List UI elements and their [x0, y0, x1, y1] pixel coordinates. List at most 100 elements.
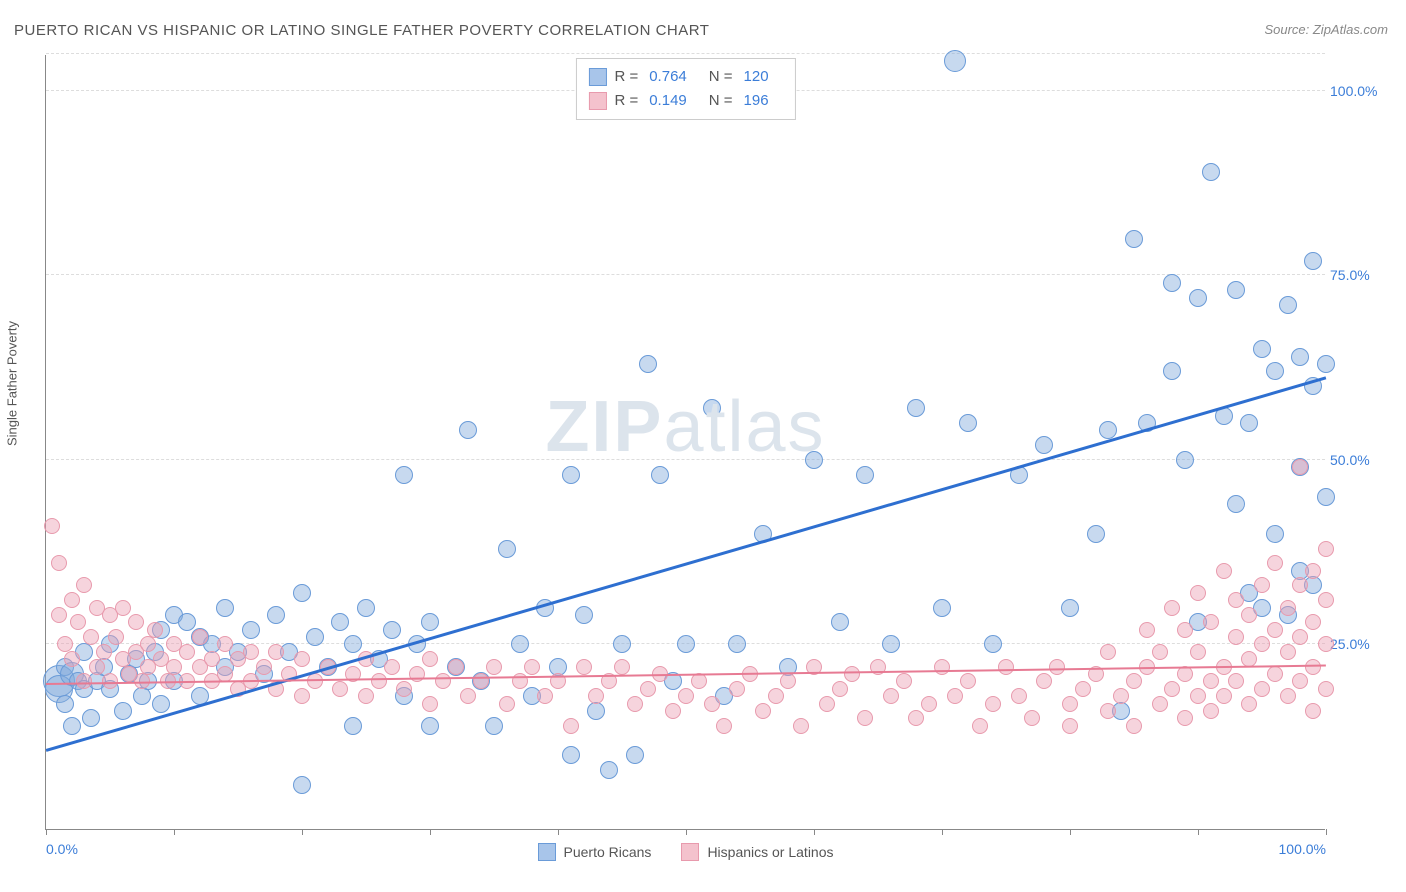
legend-row: R = 0.149 N = 196 [588, 89, 782, 113]
data-point [524, 659, 540, 675]
data-point [64, 592, 80, 608]
data-point [626, 746, 644, 764]
data-point [395, 466, 413, 484]
data-point [588, 688, 604, 704]
data-point [1267, 555, 1283, 571]
data-point [57, 636, 73, 652]
data-point [1318, 636, 1334, 652]
data-point [665, 703, 681, 719]
data-point [499, 696, 515, 712]
data-point [140, 636, 156, 652]
data-point [178, 613, 196, 631]
x-tick [942, 829, 943, 835]
data-point [998, 659, 1014, 675]
data-point [89, 659, 105, 675]
data-point [1317, 488, 1335, 506]
data-point [729, 681, 745, 697]
data-point [1035, 436, 1053, 454]
data-point [344, 635, 362, 653]
y-tick-label: 75.0% [1330, 267, 1385, 283]
data-point [563, 718, 579, 734]
data-point [1254, 681, 1270, 697]
data-point [1139, 622, 1155, 638]
data-point [882, 635, 900, 653]
data-point [1100, 703, 1116, 719]
data-point [944, 50, 966, 72]
data-point [1126, 718, 1142, 734]
x-tick [174, 829, 175, 835]
data-point [1254, 636, 1270, 652]
data-point [396, 681, 412, 697]
data-point [1113, 688, 1129, 704]
data-point [1163, 274, 1181, 292]
y-tick-label: 100.0% [1330, 83, 1385, 99]
data-point [896, 673, 912, 689]
data-point [1292, 459, 1308, 475]
data-point [613, 635, 631, 653]
data-point [293, 776, 311, 794]
data-point [1280, 644, 1296, 660]
data-point [844, 666, 860, 682]
r-label: R = [614, 89, 638, 113]
data-point [819, 696, 835, 712]
gridline [46, 459, 1325, 460]
y-tick-label: 50.0% [1330, 452, 1385, 468]
n-value: 120 [744, 65, 769, 89]
data-point [1036, 673, 1052, 689]
data-point [1317, 355, 1335, 373]
data-point [716, 718, 732, 734]
data-point [537, 688, 553, 704]
data-point [1318, 681, 1334, 697]
data-point [562, 466, 580, 484]
data-point [1292, 673, 1308, 689]
watermark-bold: ZIP [545, 387, 663, 467]
x-tick [302, 829, 303, 835]
data-point [959, 414, 977, 432]
data-point [51, 607, 67, 623]
data-point [1280, 600, 1296, 616]
data-point [1304, 252, 1322, 270]
x-tick [1070, 829, 1071, 835]
data-point [575, 606, 593, 624]
data-point [1227, 495, 1245, 513]
data-point [907, 399, 925, 417]
data-point [76, 577, 92, 593]
data-point [307, 673, 323, 689]
data-point [331, 613, 349, 631]
data-point [371, 673, 387, 689]
data-point [934, 659, 950, 675]
data-point [166, 659, 182, 675]
data-point [1190, 585, 1206, 601]
legend-row: R = 0.764 N = 120 [588, 65, 782, 89]
swatch-icon [588, 92, 606, 110]
x-tick-label: 0.0% [46, 841, 78, 857]
data-point [217, 636, 233, 652]
data-point [1280, 688, 1296, 704]
data-point [1087, 525, 1105, 543]
x-tick [814, 829, 815, 835]
data-point [1253, 340, 1271, 358]
data-point [108, 629, 124, 645]
data-point [1011, 688, 1027, 704]
data-point [691, 673, 707, 689]
data-point [486, 659, 502, 675]
data-point [459, 421, 477, 439]
series-legend: Puerto Ricans Hispanics or Latinos [538, 843, 834, 861]
data-point [1189, 289, 1207, 307]
data-point [511, 635, 529, 653]
data-point [933, 599, 951, 617]
data-point [1190, 644, 1206, 660]
x-tick [46, 829, 47, 835]
data-point [344, 717, 362, 735]
data-point [358, 688, 374, 704]
data-point [857, 710, 873, 726]
x-tick [430, 829, 431, 835]
data-point [1279, 296, 1297, 314]
data-point [1267, 666, 1283, 682]
data-point [1266, 525, 1284, 543]
x-tick [1198, 829, 1199, 835]
data-point [677, 635, 695, 653]
data-point [600, 761, 618, 779]
data-point [192, 629, 208, 645]
data-point [294, 688, 310, 704]
